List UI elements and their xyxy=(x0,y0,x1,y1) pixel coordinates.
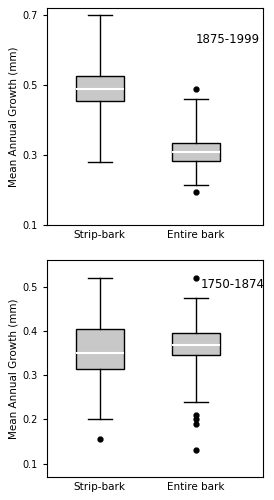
Y-axis label: Mean Annual Growth (mm): Mean Annual Growth (mm) xyxy=(8,46,18,187)
PathPatch shape xyxy=(76,76,124,101)
PathPatch shape xyxy=(172,144,220,161)
Text: 1875-1999: 1875-1999 xyxy=(196,33,260,46)
PathPatch shape xyxy=(76,329,124,368)
Text: 1750-1874: 1750-1874 xyxy=(201,278,265,291)
Y-axis label: Mean Annual Growth (mm): Mean Annual Growth (mm) xyxy=(8,298,18,439)
PathPatch shape xyxy=(172,334,220,355)
